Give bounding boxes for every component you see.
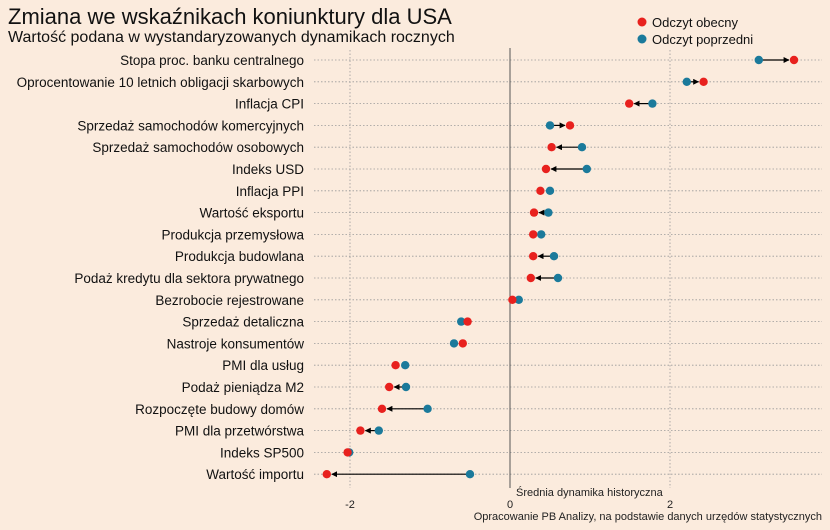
legend-label-previous: Odczyt poprzedni bbox=[652, 32, 753, 47]
category-label: Produkcja budowlana bbox=[175, 249, 305, 264]
category-label: PMI dla przetwórstwa bbox=[175, 424, 305, 439]
category-label: PMI dla usług bbox=[222, 358, 304, 373]
x-axis-ticks: -2 0 2 bbox=[345, 499, 673, 511]
point-current bbox=[343, 448, 352, 457]
point-previous bbox=[754, 55, 763, 65]
legend-marker-previous bbox=[637, 34, 647, 44]
legend-marker-current bbox=[637, 17, 647, 27]
category-label: Indeks SP500 bbox=[220, 445, 304, 460]
category-label: Produkcja przemysłowa bbox=[161, 227, 304, 242]
point-current bbox=[385, 382, 394, 392]
point-current bbox=[565, 121, 575, 130]
dumbbell-row: Sprzedaż samochodów komercyjnych bbox=[77, 118, 575, 133]
plot-rows: Stopa proc. banku centralnego Oprocentowa… bbox=[17, 53, 799, 482]
dumbbell-row: Inflacja PPI bbox=[236, 184, 555, 199]
x-tick-label: 0 bbox=[507, 499, 513, 511]
point-current bbox=[547, 143, 556, 152]
point-previous bbox=[582, 164, 591, 174]
point-previous bbox=[457, 317, 466, 326]
category-label: Stopa proc. banku centralnego bbox=[120, 53, 304, 68]
category-label: Nastroje konsumentów bbox=[167, 336, 305, 351]
dumbbell-row: Sprzedaż samochodów osobowych bbox=[92, 140, 587, 155]
grid-lines bbox=[314, 50, 822, 488]
category-label: Sprzedaż samochodów osobowych bbox=[92, 140, 304, 155]
point-previous bbox=[514, 295, 523, 304]
reference-line-label: Średnia dynamika historyczna bbox=[516, 486, 664, 499]
x-tick-label: -2 bbox=[345, 499, 355, 511]
point-previous bbox=[449, 339, 459, 348]
point-current bbox=[529, 252, 538, 261]
point-current bbox=[458, 339, 467, 348]
point-current bbox=[463, 317, 472, 326]
category-label: Indeks USD bbox=[232, 162, 304, 177]
point-previous bbox=[544, 208, 553, 217]
point-current bbox=[541, 164, 551, 174]
category-label: Rozpoczęte budowy domów bbox=[135, 402, 304, 417]
category-label: Inflacja PPI bbox=[236, 184, 304, 199]
point-current bbox=[529, 230, 538, 239]
point-previous bbox=[682, 77, 691, 87]
point-current bbox=[526, 273, 535, 283]
dumbbell-row: PMI dla usług bbox=[222, 358, 410, 373]
dumbbell-row: Bezrobocie rejestrowane bbox=[155, 293, 523, 308]
category-label: Bezrobocie rejestrowane bbox=[155, 293, 304, 308]
dumbbell-row: Nastroje konsumentów bbox=[167, 336, 467, 351]
dumbbell-row: Inflacja CPI bbox=[235, 97, 657, 112]
point-previous bbox=[374, 426, 383, 435]
x-tick-label: 2 bbox=[667, 499, 673, 511]
point-current bbox=[699, 77, 708, 87]
point-previous bbox=[537, 230, 546, 239]
point-current bbox=[529, 208, 539, 217]
point-current bbox=[356, 426, 365, 435]
point-current bbox=[789, 55, 799, 65]
category-label: Sprzedaż samochodów komercyjnych bbox=[77, 118, 304, 133]
point-current bbox=[536, 186, 545, 195]
category-label: Podaż kredytu dla sektora prywatnego bbox=[74, 271, 304, 286]
dumbbell-row: Sprzedaż detaliczna bbox=[182, 315, 472, 330]
legend: Odczyt obecny Odczyt poprzedni bbox=[637, 15, 753, 47]
dumbbell-row: Podaż kredytu dla sektora prywatnego bbox=[74, 271, 563, 286]
dumbbell-row: Produkcja budowlana bbox=[175, 249, 559, 264]
dumbbell-row: Oprocentowanie 10 letnich obligacji skar… bbox=[17, 75, 708, 90]
dumbbell-row: Podaż pieniądza M2 bbox=[182, 380, 411, 395]
point-previous bbox=[545, 186, 555, 195]
point-previous bbox=[423, 404, 432, 413]
point-previous bbox=[549, 252, 559, 261]
legend-label-current: Odczyt obecny bbox=[652, 15, 738, 30]
dumbbell-row: Produkcja przemysłowa bbox=[161, 227, 546, 242]
point-previous bbox=[401, 361, 410, 370]
dumbbell-row: Rozpoczęte budowy domów bbox=[135, 402, 432, 417]
point-current bbox=[391, 361, 400, 370]
dumbbell-row: Stopa proc. banku centralnego bbox=[120, 53, 799, 68]
point-previous bbox=[401, 382, 411, 392]
chart-caption: Opracowanie PB Analizy, na podstawie dan… bbox=[474, 511, 822, 523]
dumbbell-row: Wartość eksportu bbox=[199, 206, 553, 221]
category-label: Podaż pieniądza M2 bbox=[182, 380, 304, 395]
dumbbell-row: Wartość importu bbox=[206, 467, 475, 482]
point-current bbox=[508, 295, 517, 304]
category-label: Sprzedaż detaliczna bbox=[182, 315, 304, 330]
point-previous bbox=[577, 143, 587, 152]
category-label: Oprocentowanie 10 letnich obligacji skar… bbox=[17, 75, 304, 90]
point-previous bbox=[553, 273, 563, 283]
category-label: Inflacja CPI bbox=[235, 97, 304, 112]
point-current bbox=[625, 99, 634, 108]
point-previous bbox=[648, 99, 657, 108]
category-label: Wartość eksportu bbox=[199, 206, 304, 221]
dumbbell-row: Indeks USD bbox=[232, 162, 591, 177]
point-current bbox=[322, 470, 331, 479]
chart-subtitle: Wartość podana w wystandaryzowanych dyna… bbox=[8, 29, 455, 46]
dumbbell-row: PMI dla przetwórstwa bbox=[175, 424, 383, 439]
point-current bbox=[377, 404, 387, 413]
point-previous bbox=[465, 470, 475, 479]
category-label: Wartość importu bbox=[206, 467, 304, 482]
point-previous bbox=[545, 121, 555, 130]
chart-title: Zmiana we wskaźnikach koniunktury dla US… bbox=[8, 4, 452, 29]
dumbbell-row: Indeks SP500 bbox=[220, 445, 354, 460]
